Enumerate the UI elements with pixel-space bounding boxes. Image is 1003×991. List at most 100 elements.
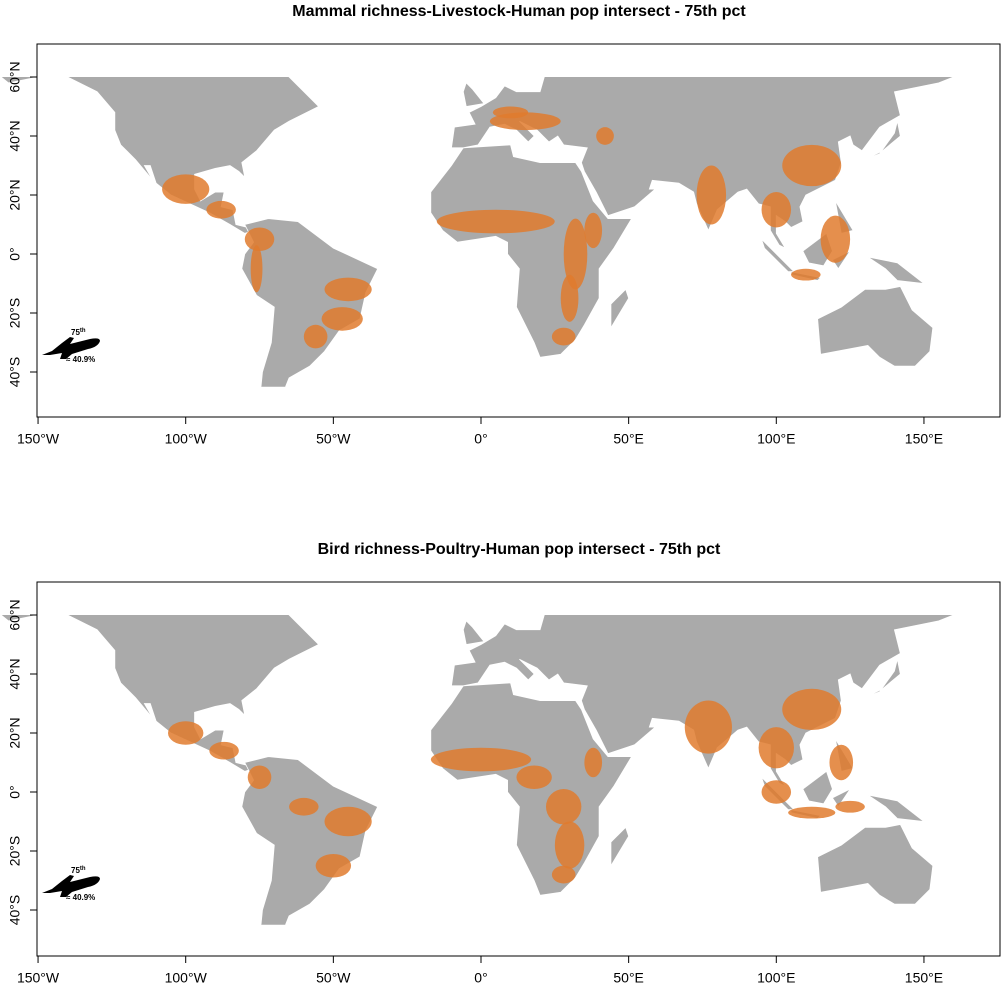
x-tick-label: 100°W — [165, 431, 208, 447]
country — [867, 256, 926, 285]
x-tick-label: 0° — [474, 431, 487, 447]
hotspot — [430, 747, 532, 772]
x-tick-label: 150°W — [17, 431, 60, 447]
y-tick-label: 20°N — [7, 717, 23, 748]
map-panel: Mammal richness-Livestock-Human pop inte… — [0, 3, 1003, 447]
country — [451, 77, 1003, 250]
hotspot — [788, 806, 836, 819]
hotspot — [782, 688, 842, 731]
legend-percentile-value: 75 — [71, 866, 80, 875]
y-tick-label: 20°S — [7, 298, 23, 329]
x-tick-label: 50°W — [316, 970, 351, 986]
hotspot — [244, 227, 275, 252]
x-tick-label: 50°E — [613, 431, 644, 447]
x-tick-label: 0° — [474, 970, 487, 986]
hotspot — [758, 727, 794, 769]
hotspot — [560, 274, 579, 322]
country — [867, 794, 926, 823]
country — [430, 144, 633, 358]
hotspot — [696, 165, 727, 225]
hotspot — [289, 797, 319, 816]
hotspot — [584, 212, 603, 249]
hotspot — [545, 789, 582, 825]
hotspot — [835, 800, 865, 813]
country — [761, 238, 795, 273]
legend-percentile-suffix: th — [80, 866, 86, 872]
map-title: Bird richness-Poultry-Human pop intersec… — [318, 541, 721, 558]
hotspot — [551, 327, 576, 346]
country — [0, 77, 320, 234]
hotspot — [761, 780, 792, 804]
hotspot — [820, 215, 851, 263]
hotspot — [209, 741, 239, 760]
map-frame — [36, 581, 1001, 957]
hotspot — [551, 865, 576, 884]
hotspot — [554, 821, 585, 869]
y-tick-label: 0° — [7, 785, 23, 798]
country — [610, 826, 630, 868]
hotspot — [761, 192, 792, 228]
hotspot — [315, 853, 352, 878]
hotspot — [250, 245, 263, 293]
x-tick-label: 150°W — [17, 970, 60, 986]
hotspot — [324, 806, 372, 837]
country — [462, 82, 485, 107]
legend-percentile: 75th — [71, 866, 86, 876]
country — [241, 218, 379, 387]
hotspot — [791, 268, 821, 281]
country — [610, 288, 630, 330]
x-tick-label: 100°E — [757, 431, 795, 447]
country — [864, 121, 901, 160]
land — [0, 615, 1003, 925]
legend-percentile-suffix: th — [80, 328, 86, 334]
hotspot — [206, 200, 236, 219]
map-frame — [36, 43, 1001, 418]
legend-share: ≈ 40.9% — [66, 355, 95, 364]
hotspot — [782, 144, 842, 187]
x-tick-label: 50°E — [613, 970, 644, 986]
y-tick-label: 20°N — [7, 179, 23, 210]
y-tick-label: 60°N — [7, 599, 23, 630]
land — [0, 77, 1003, 387]
x-tick-label: 150°E — [905, 970, 943, 986]
hotspot — [516, 765, 552, 790]
legend-plane-icon — [42, 337, 100, 359]
hotspot — [584, 747, 603, 778]
map-title: Mammal richness-Livestock-Human pop inte… — [292, 3, 746, 20]
y-tick-label: 60°N — [7, 61, 23, 92]
hotspot — [303, 324, 328, 349]
country — [802, 770, 833, 805]
hotspot — [492, 106, 529, 119]
legend-share: ≈ 40.9% — [66, 893, 95, 902]
country — [817, 285, 934, 367]
hotspot — [684, 700, 732, 754]
y-tick-label: 40°N — [7, 658, 23, 689]
map-panel: Bird richness-Poultry-Human pop intersec… — [0, 541, 1003, 986]
y-tick-label: 40°S — [7, 895, 23, 926]
country — [462, 620, 485, 645]
y-tick-label: 40°S — [7, 357, 23, 388]
x-tick-label: 100°W — [165, 970, 208, 986]
hotspot — [168, 721, 204, 745]
y-tick-label: 40°N — [7, 120, 23, 151]
hotspot — [324, 277, 372, 302]
country — [241, 756, 379, 925]
country — [864, 659, 901, 698]
country — [831, 788, 852, 808]
hotspot — [321, 307, 363, 331]
x-tick-label: 150°E — [905, 431, 943, 447]
country — [817, 823, 934, 905]
y-tick-label: 0° — [7, 247, 23, 260]
legend-plane-icon — [42, 875, 100, 897]
hotspot — [247, 765, 272, 790]
hotspot — [162, 174, 210, 204]
hotspot — [829, 744, 854, 781]
country — [0, 615, 320, 772]
y-tick-label: 20°S — [7, 836, 23, 867]
x-tick-label: 50°W — [316, 431, 351, 447]
hotspot — [596, 127, 614, 145]
legend-percentile-value: 75 — [71, 328, 80, 337]
hotspot — [436, 209, 555, 234]
legend-percentile: 75th — [71, 328, 86, 338]
